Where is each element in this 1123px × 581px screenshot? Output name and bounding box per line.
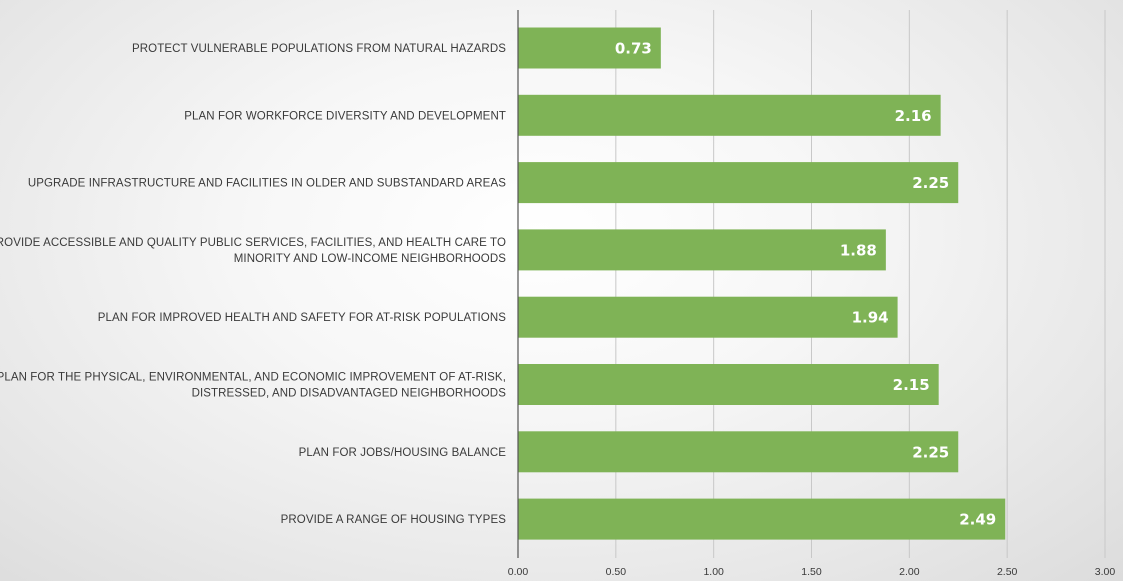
x-tick-label: 2.50 (997, 566, 1018, 578)
x-tick-label: 0.00 (508, 566, 529, 578)
bar (518, 162, 959, 204)
category-label: PLAN FOR IMPROVED HEALTH AND SAFETY FOR … (98, 312, 506, 324)
data-label: 1.94 (852, 309, 889, 327)
data-label: 2.25 (912, 174, 949, 192)
x-tick-label: 1.50 (801, 566, 822, 578)
bar (518, 498, 1006, 540)
data-label: 1.88 (840, 241, 877, 259)
category-label: DISTRESSED, AND DISADVANTAGED NEIGHBORHO… (192, 388, 507, 400)
data-label: 2.49 (959, 511, 996, 529)
bar (518, 431, 959, 473)
data-labels: 0.73 2.16 2.25 1.88 1.94 2.15 2.25 2.49 (615, 40, 996, 529)
bar (518, 229, 886, 271)
bar (518, 94, 941, 136)
category-label: PLAN FOR THE PHYSICAL, ENVIRONMENTAL, AN… (0, 372, 506, 384)
data-label: 2.16 (895, 107, 932, 125)
data-label: 2.15 (893, 376, 930, 394)
x-tick-label: 3.00 (1095, 566, 1116, 578)
bar (518, 296, 898, 338)
bar (518, 27, 661, 69)
data-label: 2.25 (912, 443, 949, 461)
category-label: PLAN FOR WORKFORCE DIVERSITY AND DEVELOP… (184, 110, 506, 122)
x-tick-label: 1.00 (703, 566, 724, 578)
category-label: PROVIDE A RANGE OF HOUSING TYPES (281, 514, 507, 526)
gridlines (615, 10, 1106, 558)
bars (518, 27, 1006, 540)
x-tick-label: 2.00 (899, 566, 920, 578)
bar (518, 364, 939, 405)
category-label: MINORITY AND LOW-INCOME NEIGHBORHOODS (234, 253, 507, 265)
category-label: UPGRADE INFRASTRUCTURE AND FACILITIES IN… (28, 178, 506, 190)
x-axis-tick-labels: 0.00 0.50 1.00 1.50 2.00 2.50 3.00 (508, 566, 1116, 578)
x-tick-label: 0.50 (606, 566, 627, 578)
category-label: PROVIDE ACCESSIBLE AND QUALITY PUBLIC SE… (0, 237, 506, 249)
category-labels: PROTECT VULNERABLE POPULATIONS FROM NATU… (0, 43, 506, 526)
category-label: PLAN FOR JOBS/HOUSING BALANCE (299, 447, 507, 459)
category-label: PROTECT VULNERABLE POPULATIONS FROM NATU… (132, 43, 506, 55)
data-label: 0.73 (615, 40, 652, 58)
